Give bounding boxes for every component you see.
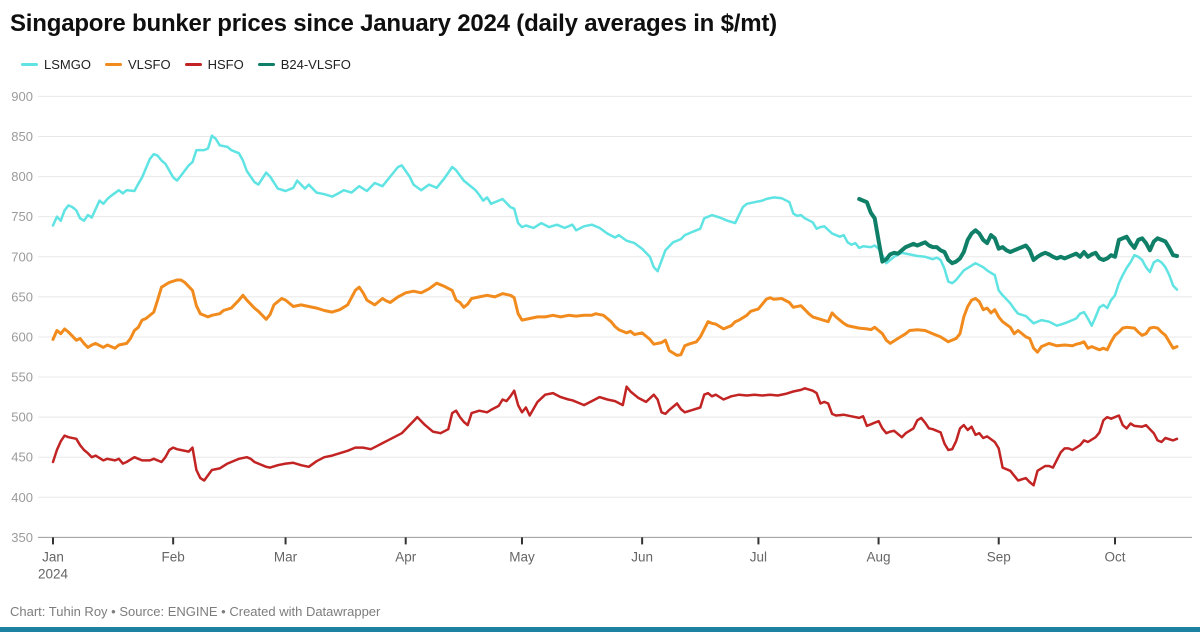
y-axis-label-650: 650 [11,289,33,304]
y-axis-label-550: 550 [11,370,33,385]
legend-label-b24-vlsfo: B24-VLSFO [280,57,351,72]
x-axis-label-Jul: Jul [750,549,767,564]
y-axis-label-850: 850 [11,129,33,144]
legend-swatch-vlsfo [104,62,122,67]
legend-item-lsmgo: LSMGO [21,57,91,72]
x-axis-label-Feb: Feb [162,549,185,564]
x-axis-label-Mar: Mar [274,549,298,564]
series-line-b24-vlsfo [857,197,1179,266]
legend-swatch-lsmgo [21,62,38,67]
series-line-lsmgo [51,134,1179,327]
x-axis-label-May: May [509,549,535,564]
x-axis-label-Sep: Sep [987,549,1011,564]
x-axis-label-Jan: Jan [42,549,64,564]
gridlines [38,95,1192,538]
legend-label-vlsfo: VLSFO [127,57,171,72]
x-axis-label-Oct: Oct [1104,549,1125,564]
legend-swatch-b24-vlsfo [257,62,275,67]
y-axis-label-450: 450 [11,450,33,465]
y-axis-label-350: 350 [11,530,33,545]
legend-label-hsfo: HSFO [207,57,244,72]
y-axis-label-900: 900 [11,89,33,104]
legend-item-hsfo: HSFO [184,57,244,72]
y-axis-label-600: 600 [11,329,33,344]
attribution-footer: Chart: Tuhin Roy • Source: ENGINE • Crea… [10,604,381,619]
series-line-vlsfo [51,278,1179,357]
x-axis-label-Jun: Jun [631,549,653,564]
series-line-hsfo [51,385,1179,487]
series-lines [51,134,1179,487]
x-axis-sublabel-2024: 2024 [38,566,69,581]
x-axis-label-Aug: Aug [867,549,891,564]
legend-item-vlsfo: VLSFO [104,57,171,72]
y-axis-label-800: 800 [11,169,33,184]
y-axis-label-700: 700 [11,249,33,264]
y-axis-label-500: 500 [11,410,33,425]
chart-title: Singapore bunker prices since January 20… [10,10,777,37]
legend-label-lsmgo: LSMGO [44,57,91,72]
datawrapper-accent-bar [0,627,1200,632]
x-axis-label-Apr: Apr [395,549,417,564]
legend-item-b24-vlsfo: B24-VLSFO [257,57,351,72]
y-axis-label-750: 750 [11,209,33,224]
legend: LSMGO VLSFO HSFO B24-VLSFO [21,57,351,72]
axes: 350 400 450 500 550 600 650 700 750 800 850 900 Jan 2… [11,89,1125,582]
legend-swatch-hsfo [184,62,202,67]
y-axis-label-400: 400 [11,490,33,505]
